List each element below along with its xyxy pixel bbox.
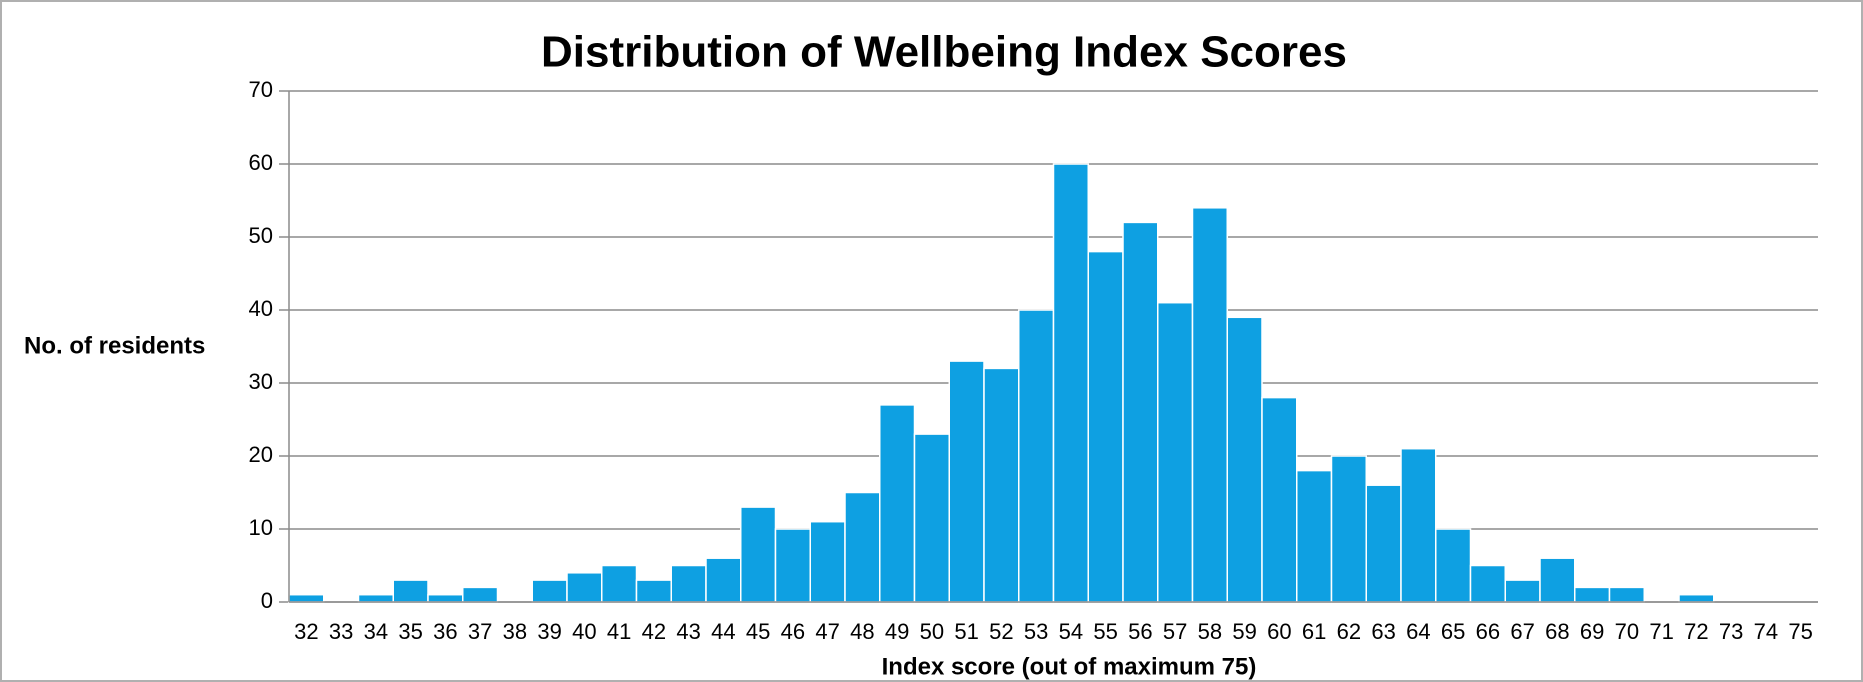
- bar: [1330, 455, 1367, 603]
- x-tick-label: 75: [1788, 619, 1812, 644]
- x-tick-label: 33: [329, 619, 353, 644]
- x-tick-label: 46: [781, 619, 805, 644]
- x-tick-label: 74: [1754, 619, 1778, 644]
- x-tick-label: 66: [1476, 619, 1500, 644]
- bar: [392, 579, 429, 603]
- x-tick-label: 70: [1615, 619, 1639, 644]
- x-tick-label: 55: [1093, 619, 1117, 644]
- x-tick-label: 67: [1510, 619, 1534, 644]
- x-tick-label: 45: [746, 619, 770, 644]
- y-tick-label: 50: [249, 223, 273, 248]
- x-tick-label: 73: [1719, 619, 1743, 644]
- bar: [427, 593, 464, 603]
- x-tick-label: 37: [468, 619, 492, 644]
- bar: [1018, 309, 1055, 603]
- x-tick-label: 65: [1441, 619, 1465, 644]
- x-tick-label: 44: [711, 619, 735, 644]
- bar: [601, 564, 638, 603]
- x-tick-label: 64: [1406, 619, 1430, 644]
- x-tick-label: 57: [1163, 619, 1187, 644]
- bar: [1469, 564, 1506, 603]
- x-tick-label: 49: [885, 619, 909, 644]
- chart-title: Distribution of Wellbeing Index Scores: [541, 28, 1347, 77]
- bar: [1574, 586, 1611, 603]
- bar: [1191, 207, 1228, 603]
- x-tick-label: 41: [607, 619, 631, 644]
- x-tick-label: 63: [1371, 619, 1395, 644]
- x-tick-label: 36: [433, 619, 457, 644]
- bar: [1122, 221, 1159, 603]
- x-tick-label: 50: [920, 619, 944, 644]
- bar: [1087, 250, 1124, 603]
- x-tick-label: 39: [537, 619, 561, 644]
- bar: [774, 528, 811, 603]
- bar: [635, 579, 672, 603]
- x-tick-label: 72: [1684, 619, 1708, 644]
- x-tick-label: 68: [1545, 619, 1569, 644]
- bar: [1678, 593, 1715, 603]
- x-tick-label: 62: [1337, 619, 1361, 644]
- y-tick-label: 0: [261, 588, 273, 613]
- x-tick-label: 52: [989, 619, 1013, 644]
- bar: [1157, 301, 1194, 603]
- y-axis-label: No. of residents: [24, 332, 205, 359]
- x-tick-label: 58: [1198, 619, 1222, 644]
- x-tick-label: 59: [1232, 619, 1256, 644]
- bar: [1296, 469, 1333, 603]
- bar: [1400, 447, 1437, 603]
- y-tick-label: 10: [249, 515, 273, 540]
- x-tick-label: 32: [294, 619, 318, 644]
- y-tick-label: 20: [249, 442, 273, 467]
- bar: [809, 520, 846, 603]
- bar: [740, 506, 777, 603]
- x-tick-label: 43: [676, 619, 700, 644]
- x-tick-label: 56: [1128, 619, 1152, 644]
- bar: [1539, 557, 1576, 603]
- y-tick-label: 60: [249, 150, 273, 175]
- x-axis-label: Index score (out of maximum 75): [882, 653, 1257, 680]
- y-tick-label: 30: [249, 369, 273, 394]
- x-tick-label: 47: [815, 619, 839, 644]
- bar: [288, 593, 325, 603]
- bar: [983, 367, 1020, 603]
- bar: [566, 572, 603, 603]
- x-tick-label: 54: [1059, 619, 1083, 644]
- bar: [1261, 396, 1298, 603]
- bar: [462, 586, 499, 603]
- bar: [357, 593, 394, 603]
- bar: [913, 433, 950, 603]
- x-tick-label: 48: [850, 619, 874, 644]
- y-tick-label: 40: [249, 296, 273, 321]
- bar: [1226, 316, 1263, 603]
- bar: [1504, 579, 1541, 603]
- bar: [1365, 484, 1402, 603]
- x-tick-label: 71: [1649, 619, 1673, 644]
- x-tick-label: 51: [954, 619, 978, 644]
- bar: [531, 579, 568, 603]
- bar: [1435, 528, 1472, 603]
- bar: [670, 564, 707, 603]
- x-tick-label: 42: [642, 619, 666, 644]
- bar: [948, 360, 985, 603]
- x-tick-label: 35: [398, 619, 422, 644]
- x-tick-label: 53: [1024, 619, 1048, 644]
- x-tick-label: 34: [364, 619, 388, 644]
- y-tick-label: 70: [249, 77, 273, 102]
- x-tick-label: 69: [1580, 619, 1604, 644]
- x-tick-label: 38: [503, 619, 527, 644]
- x-tick-label: 40: [572, 619, 596, 644]
- bar: [1052, 163, 1089, 603]
- x-tick-label: 61: [1302, 619, 1326, 644]
- bar: [1608, 586, 1645, 603]
- bar: [844, 491, 881, 603]
- x-tick-label: 60: [1267, 619, 1291, 644]
- bar: [705, 557, 742, 603]
- bar: [879, 404, 916, 603]
